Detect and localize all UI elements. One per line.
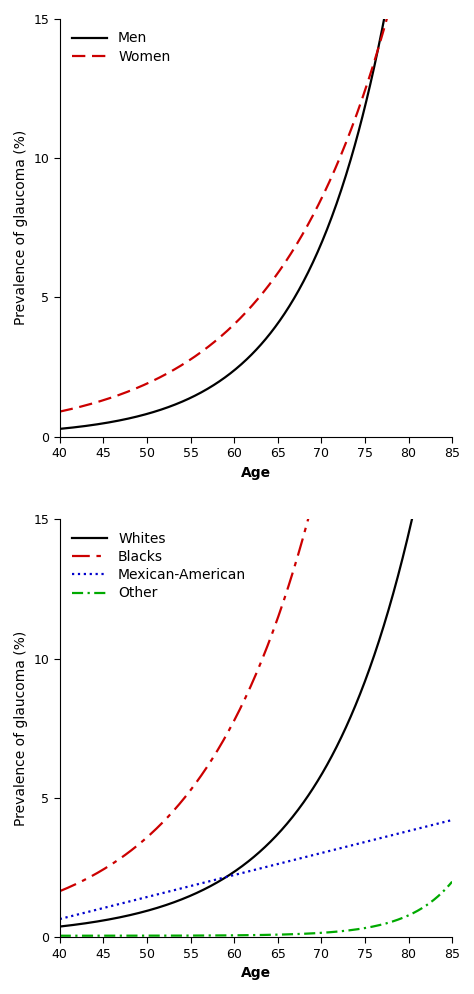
Other bbox=[291, 928, 296, 940]
Y-axis label: Prevalence of glaucoma (%): Prevalence of glaucoma (%) bbox=[14, 130, 28, 325]
Mexican-American bbox=[449, 814, 455, 826]
Men bbox=[379, 27, 384, 39]
Men bbox=[57, 422, 63, 434]
Blacks bbox=[269, 628, 275, 640]
Women bbox=[291, 244, 296, 255]
Whites bbox=[440, 355, 446, 367]
Line: Mexican-American: Mexican-American bbox=[60, 820, 452, 919]
Other bbox=[440, 886, 446, 898]
Blacks bbox=[243, 691, 249, 703]
Mexican-American bbox=[57, 913, 63, 925]
Other bbox=[246, 929, 251, 941]
Whites bbox=[243, 857, 249, 869]
Other bbox=[449, 876, 455, 888]
Line: Other: Other bbox=[60, 882, 452, 935]
Other bbox=[57, 929, 63, 941]
Blacks bbox=[57, 886, 63, 898]
Mexican-American bbox=[379, 832, 384, 844]
Other bbox=[379, 918, 384, 930]
Women bbox=[243, 306, 249, 318]
Women bbox=[246, 303, 251, 315]
Men bbox=[291, 294, 296, 306]
Legend: Men, Women: Men, Women bbox=[67, 26, 176, 70]
Mexican-American bbox=[440, 816, 446, 828]
Whites bbox=[246, 855, 251, 867]
Men bbox=[246, 352, 251, 364]
Mexican-American bbox=[291, 854, 296, 866]
Women bbox=[379, 32, 384, 44]
Whites bbox=[449, 296, 455, 308]
X-axis label: Age: Age bbox=[241, 465, 271, 480]
Blacks bbox=[246, 685, 251, 697]
Men bbox=[243, 354, 249, 366]
Blacks bbox=[291, 565, 296, 577]
Mexican-American bbox=[269, 860, 275, 872]
Line: Men: Men bbox=[60, 0, 452, 428]
Women bbox=[269, 275, 275, 287]
Men bbox=[269, 325, 275, 337]
Legend: Whites, Blacks, Mexican-American, Other: Whites, Blacks, Mexican-American, Other bbox=[67, 526, 252, 606]
Line: Blacks: Blacks bbox=[60, 0, 452, 892]
Blacks bbox=[379, 130, 384, 142]
Women bbox=[57, 406, 63, 417]
Other bbox=[243, 929, 249, 941]
Whites bbox=[57, 920, 63, 932]
X-axis label: Age: Age bbox=[241, 966, 271, 980]
Y-axis label: Prevalence of glaucoma (%): Prevalence of glaucoma (%) bbox=[14, 630, 28, 826]
Whites bbox=[379, 627, 384, 639]
Whites bbox=[291, 810, 296, 822]
Line: Whites: Whites bbox=[60, 302, 452, 926]
Line: Women: Women bbox=[60, 0, 452, 412]
Mexican-American bbox=[243, 866, 249, 878]
Other bbox=[269, 928, 275, 940]
Mexican-American bbox=[246, 866, 251, 878]
Whites bbox=[269, 834, 275, 846]
